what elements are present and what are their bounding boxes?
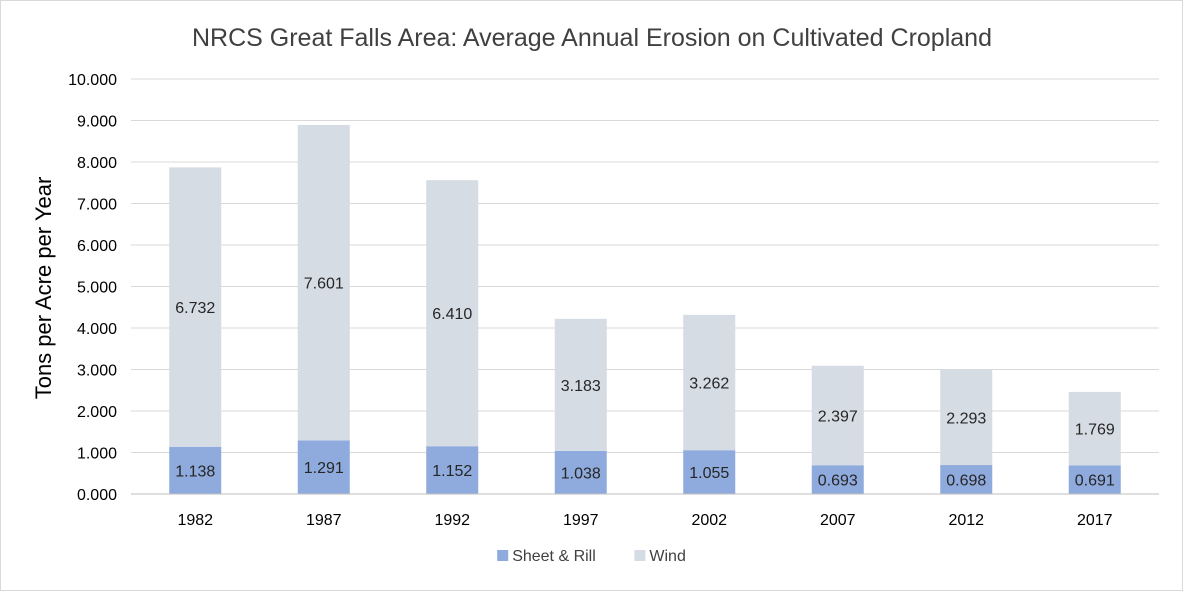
bar-sheet-rill-2007 — [811, 465, 864, 494]
y-tick-label: 6.000 — [77, 238, 117, 255]
data-labels: 1.138 6.732 1.291 7.601 1.152 6.410 1.038 3.183… — [175, 276, 1115, 490]
y-axis-ticks: 0.000 1.000 2.000 3.000 4.000 5.000 6.000 7.000… — [68, 72, 117, 504]
x-tick-label: 2012 — [948, 512, 984, 529]
bar-wind-2007 — [811, 365, 864, 466]
data-label: 0.693 — [818, 473, 858, 490]
bar-wind-2017 — [1068, 391, 1121, 466]
data-label: 1.152 — [432, 463, 472, 480]
data-label: 0.698 — [946, 473, 986, 490]
y-tick-label: 0.000 — [77, 487, 117, 504]
data-label: 0.691 — [1075, 473, 1115, 490]
x-tick-label: 2007 — [820, 512, 856, 529]
bar-sheet-rill-1987 — [297, 440, 350, 494]
bar-wind-2002 — [683, 314, 736, 451]
y-tick-label: 1.000 — [77, 446, 117, 463]
legend-label: Wind — [649, 548, 685, 565]
bar-sheet-rill-2017 — [1068, 465, 1121, 494]
bar-sheet-rill-2012 — [940, 465, 993, 494]
y-tick-label: 10.000 — [68, 72, 117, 89]
y-tick-label: 8.000 — [77, 155, 117, 172]
data-label: 3.183 — [561, 378, 601, 395]
data-label: 6.732 — [175, 300, 215, 317]
data-label: 7.601 — [304, 276, 344, 293]
chart-title: NRCS Great Falls Area: Average Annual Er… — [192, 24, 992, 52]
bar-sheet-rill-1992 — [426, 446, 479, 494]
x-tick-label: 2002 — [691, 512, 727, 529]
data-label: 2.397 — [818, 409, 858, 426]
legend-swatch — [634, 550, 646, 561]
legend-swatch — [497, 550, 509, 561]
y-tick-label: 5.000 — [77, 280, 117, 297]
data-label: 1.055 — [689, 465, 729, 482]
data-label: 3.262 — [689, 376, 729, 393]
y-axis-title: Tons per Acre per Year — [31, 177, 56, 400]
bar-wind-1987 — [297, 124, 350, 441]
data-label: 2.293 — [946, 410, 986, 427]
bar-sheet-rill-1997 — [554, 450, 607, 494]
bar-wind-1982 — [169, 167, 222, 447]
data-label: 1.769 — [1075, 422, 1115, 439]
bar-sheet-rill-2002 — [683, 450, 736, 494]
data-label: 1.138 — [175, 463, 215, 480]
gridlines — [131, 78, 1159, 453]
x-tick-label: 1997 — [563, 512, 599, 529]
y-tick-label: 2.000 — [77, 404, 117, 421]
legend: Sheet & Rill Wind — [497, 548, 686, 565]
x-tick-label: 1987 — [306, 512, 342, 529]
data-label: 1.038 — [561, 465, 601, 482]
bar-wind-2012 — [940, 369, 993, 466]
y-tick-label: 3.000 — [77, 363, 117, 380]
y-tick-label: 7.000 — [77, 197, 117, 214]
x-tick-label: 2017 — [1077, 512, 1113, 529]
x-tick-label: 1982 — [177, 512, 213, 529]
y-tick-label: 4.000 — [77, 321, 117, 338]
x-tick-label: 1992 — [434, 512, 470, 529]
bars — [169, 124, 1121, 494]
data-label: 6.410 — [432, 306, 472, 323]
bar-wind-1992 — [426, 180, 479, 447]
bar-sheet-rill-1982 — [169, 446, 222, 494]
data-label: 1.291 — [304, 460, 344, 477]
bar-wind-1997 — [554, 318, 607, 451]
legend-label: Sheet & Rill — [512, 548, 596, 565]
y-tick-label: 9.000 — [77, 114, 117, 131]
x-axis-ticks: 1982 1987 1992 1997 2002 2007 2012 2017 — [177, 512, 1112, 529]
